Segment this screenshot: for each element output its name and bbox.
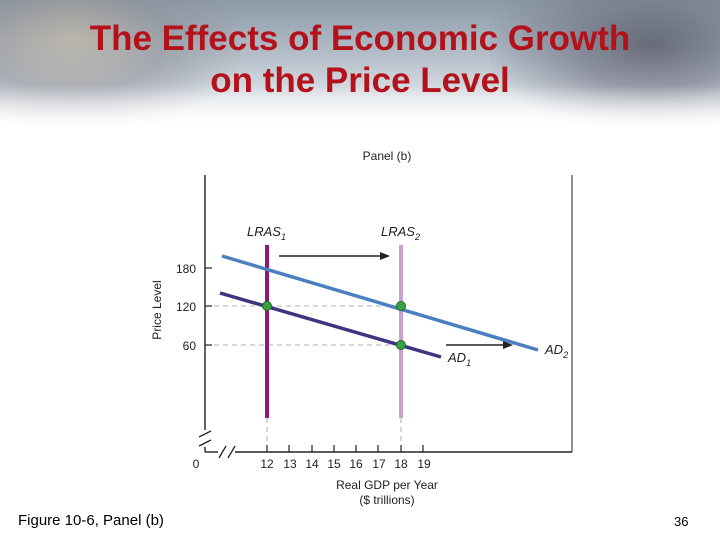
equilibrium-point-a — [262, 301, 272, 311]
x-axis-title-line-1: Real GDP per Year — [336, 478, 438, 492]
y-axis-title: Price Level — [150, 280, 164, 339]
x-axis-title-line-2: ($ trillions) — [359, 493, 414, 507]
lras1-label: LRAS1 — [247, 224, 286, 242]
y-tick-marks — [205, 267, 212, 346]
x-tick-label-19: 19 — [417, 457, 431, 471]
header-banner — [0, 0, 720, 130]
lras2-label: LRAS2 — [381, 224, 420, 242]
y-tick-label-60: 60 — [183, 339, 197, 353]
lras-shift-arrow — [279, 252, 390, 260]
x-tick-label-0: 0 — [193, 457, 200, 471]
page-number: 36 — [674, 514, 689, 529]
x-tick-label-17: 17 — [372, 457, 386, 471]
figure-caption: Figure 10-6, Panel (b) — [18, 512, 164, 529]
x-tick-marks — [266, 445, 424, 452]
x-tick-label-13: 13 — [283, 457, 297, 471]
x-tick-label-12: 12 — [260, 457, 274, 471]
slide-title-line-2: on the Price Level — [210, 61, 510, 100]
panel-title: Panel (b) — [363, 149, 412, 163]
slide-title-line-1: The Effects of Economic Growth — [89, 19, 631, 58]
equilibrium-point-c — [396, 340, 406, 350]
ad2-curve — [221, 254, 539, 352]
y-tick-label-120: 120 — [176, 300, 196, 314]
slide-title: The Effects of Economic Growth on the Pr… — [0, 18, 720, 102]
x-tick-label-14: 14 — [305, 457, 319, 471]
guide-lines — [205, 305, 402, 452]
x-axis-break-mark — [218, 445, 236, 459]
x-tick-label-18: 18 — [394, 457, 408, 471]
ad1-label: AD1 — [447, 350, 471, 368]
ad1-curve — [219, 291, 442, 359]
ad2-label: AD2 — [544, 342, 568, 360]
x-tick-label-15: 15 — [327, 457, 341, 471]
equilibrium-point-b — [396, 301, 406, 311]
y-tick-label-180: 180 — [176, 262, 196, 276]
banner-fade — [0, 85, 720, 130]
x-tick-label-16: 16 — [349, 457, 363, 471]
y-axis-break-mark — [198, 430, 212, 447]
ad-shift-arrow — [446, 341, 513, 349]
